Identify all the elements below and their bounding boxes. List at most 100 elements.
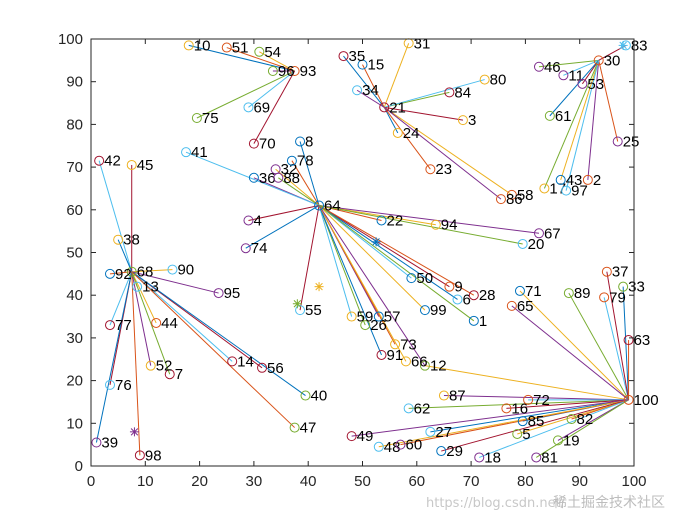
point-33 xyxy=(618,281,629,292)
centers-layer xyxy=(129,40,628,437)
point-5 xyxy=(512,428,523,439)
point-label-22: 22 xyxy=(387,212,404,229)
point-label-29: 29 xyxy=(446,443,463,460)
point-label-41: 41 xyxy=(191,144,208,161)
edge-68-39 xyxy=(95,271,133,443)
point-52 xyxy=(145,360,156,371)
point-label-43: 43 xyxy=(566,172,583,189)
point-74 xyxy=(240,243,251,254)
point-46 xyxy=(533,61,544,72)
edge-21-23 xyxy=(383,107,431,170)
point-label-57: 57 xyxy=(384,309,401,326)
y-tick-label-30: 30 xyxy=(66,330,83,347)
edge-100-37 xyxy=(606,271,630,400)
point-label-56: 56 xyxy=(267,360,284,377)
point-label-79: 79 xyxy=(609,289,626,306)
edge-68-40 xyxy=(131,271,306,396)
point-66 xyxy=(400,356,411,367)
x-tick-label-90: 90 xyxy=(571,473,588,490)
edge-68-44 xyxy=(131,271,157,324)
edge-64-59 xyxy=(318,205,353,317)
point-label-69: 69 xyxy=(253,99,270,116)
point-label-84: 84 xyxy=(454,84,471,101)
edge-68-14 xyxy=(131,271,233,362)
point-78 xyxy=(286,155,297,166)
point-label-36: 36 xyxy=(259,170,276,187)
edge-68-42 xyxy=(98,160,133,272)
edge-93-69 xyxy=(248,70,295,108)
point-93 xyxy=(289,66,300,77)
point-label-73: 73 xyxy=(400,336,417,353)
x-tick-label-30: 30 xyxy=(246,473,263,490)
point-50 xyxy=(406,273,417,284)
watermark-logo: 稀土掘金技术社区 xyxy=(553,495,665,511)
x-tick-label-70: 70 xyxy=(463,473,480,490)
point-label-31: 31 xyxy=(414,35,431,52)
point-label-13: 13 xyxy=(142,279,159,296)
point-60 xyxy=(395,439,406,450)
point-35 xyxy=(338,51,349,62)
point-label-2: 2 xyxy=(593,172,601,189)
point-40 xyxy=(300,390,311,401)
edge-100-81 xyxy=(535,399,629,458)
edge-64-12 xyxy=(318,205,426,366)
point-3 xyxy=(457,115,468,126)
point-56 xyxy=(257,362,268,373)
edge-93-75 xyxy=(196,70,295,119)
point-label-25: 25 xyxy=(623,133,640,150)
point-98 xyxy=(134,450,145,461)
point-82 xyxy=(566,414,577,425)
edge-100-16 xyxy=(506,399,629,409)
point-label-19: 19 xyxy=(563,432,580,449)
edge-21-15 xyxy=(362,64,385,108)
point-label-54: 54 xyxy=(264,44,281,61)
point-label-81: 81 xyxy=(541,449,558,466)
point-label-26: 26 xyxy=(370,317,387,334)
point-label-24: 24 xyxy=(403,125,420,142)
point-label-70: 70 xyxy=(259,136,276,153)
point-57 xyxy=(373,311,384,322)
point-label-80: 80 xyxy=(490,72,507,89)
point-51 xyxy=(221,42,232,53)
point-label-98: 98 xyxy=(145,447,162,464)
point-label-100: 100 xyxy=(634,392,659,409)
point-100 xyxy=(623,394,634,405)
edge-100-62 xyxy=(408,399,629,409)
point-55 xyxy=(295,305,306,316)
point-16 xyxy=(501,403,512,414)
point-label-38: 38 xyxy=(123,232,140,249)
edge-64-67 xyxy=(318,205,540,234)
edge-64-8 xyxy=(299,141,320,206)
point-17 xyxy=(539,183,550,194)
point-label-85: 85 xyxy=(528,413,545,430)
axes-ticks: 0 10 20 30 40 50 60 70 80 90 100 0 10 20 30 40 50 60 70 80 9… xyxy=(58,31,647,490)
edge-64-78 xyxy=(291,160,320,206)
edge-64-4 xyxy=(248,205,320,221)
point-label-20: 20 xyxy=(528,236,545,253)
point-label-60: 60 xyxy=(406,437,423,454)
point-label-6: 6 xyxy=(463,291,471,308)
point-label-5: 5 xyxy=(522,426,530,443)
point-label-18: 18 xyxy=(484,449,501,466)
edge-100-71 xyxy=(519,290,629,401)
point-label-74: 74 xyxy=(251,240,268,257)
point-label-47: 47 xyxy=(300,420,317,437)
y-tick-label-50: 50 xyxy=(66,245,83,262)
point-22 xyxy=(376,215,387,226)
edge-100-48 xyxy=(378,399,629,448)
point-99 xyxy=(419,305,430,316)
point-label-72: 72 xyxy=(533,392,550,409)
point-42 xyxy=(94,155,105,166)
point-label-35: 35 xyxy=(348,48,365,65)
point-67 xyxy=(533,228,544,239)
edge-93-54 xyxy=(259,51,295,72)
point-92 xyxy=(105,268,116,279)
x-tick-label-20: 20 xyxy=(191,473,208,490)
watermark-url: https://blog.csdn.net/ xyxy=(426,496,566,511)
edge-100-29 xyxy=(441,399,629,452)
edge-64-88 xyxy=(278,177,320,206)
edge-100-33 xyxy=(622,286,630,400)
edge-68-77 xyxy=(109,271,133,326)
point-34 xyxy=(352,85,363,96)
